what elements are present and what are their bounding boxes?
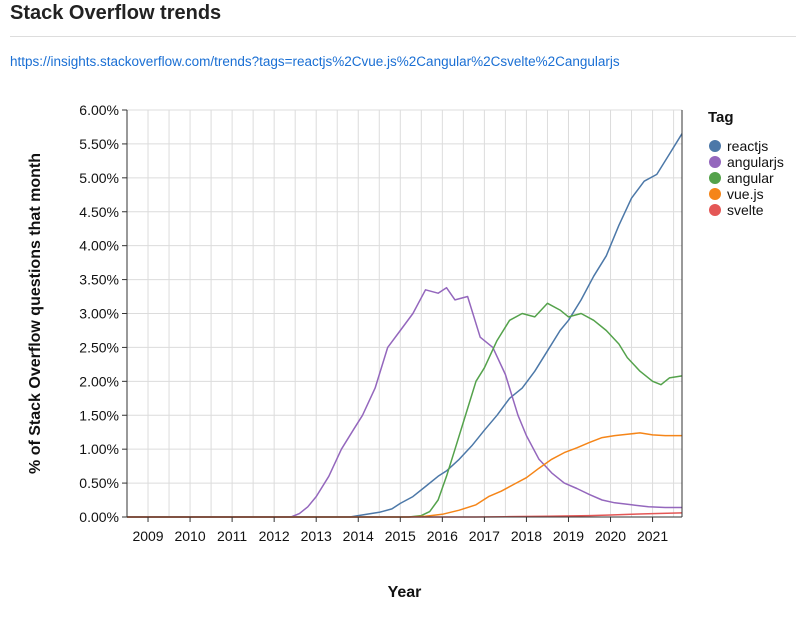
x-tick-label: 2020 <box>595 528 626 544</box>
y-tick-label: 5.50% <box>79 136 119 152</box>
x-tick-label: 2015 <box>385 528 416 544</box>
legend-swatch <box>709 156 721 168</box>
title-divider <box>10 36 796 37</box>
legend-label: angularjs <box>727 154 784 170</box>
legend-item-svelte: svelte <box>709 202 764 218</box>
y-axis-title: % of Stack Overflow questions that month <box>27 153 44 474</box>
x-axis-ticks: 2009 2010 2011 2012 2013 2014 2015 2016 2017 2018… <box>132 517 668 544</box>
grid-lines <box>126 109 682 518</box>
x-tick-label: 2018 <box>511 528 542 544</box>
y-tick-label: 3.00% <box>79 306 119 322</box>
x-axis-title: Year <box>388 584 422 601</box>
x-tick-label: 2012 <box>259 528 290 544</box>
legend-label: vue.js <box>727 186 764 202</box>
page-title: Stack Overflow trends <box>10 2 222 24</box>
legend-swatch <box>709 172 721 184</box>
x-tick-label: 2014 <box>343 528 374 544</box>
y-tick-label: 0.50% <box>79 475 119 491</box>
series-layer <box>127 133 683 518</box>
y-tick-label: 1.50% <box>79 407 119 423</box>
source-link[interactable]: https://insights.stackoverflow.com/trend… <box>10 54 620 69</box>
y-tick-label: 4.00% <box>79 238 119 254</box>
legend-swatch <box>709 204 721 216</box>
y-axis-ticks: 0.00% 0.50% 1.00% 1.50% 2.00% 2.50% 3.00% 3.50%… <box>79 102 127 525</box>
y-tick-label: 4.50% <box>79 204 119 220</box>
legend-item-vue-js: vue.js <box>709 186 764 202</box>
legend-title: Tag <box>708 109 734 126</box>
y-tick-label: 3.50% <box>79 272 119 288</box>
y-tick-label: 2.00% <box>79 373 119 389</box>
series-line-reactjs <box>127 133 683 518</box>
y-tick-label: 1.00% <box>79 441 119 457</box>
x-tick-label: 2016 <box>427 528 458 544</box>
x-tick-label: 2021 <box>637 528 668 544</box>
y-tick-label: 5.00% <box>79 170 119 186</box>
legend-label: reactjs <box>727 138 768 154</box>
x-tick-label: 2019 <box>553 528 584 544</box>
legend-swatch <box>709 140 721 152</box>
x-tick-label: 2011 <box>217 528 247 544</box>
legend-item-reactjs: reactjs <box>709 138 768 154</box>
x-tick-label: 2013 <box>301 528 332 544</box>
legend-label: angular <box>727 170 774 186</box>
legend-item-angular: angular <box>709 170 774 186</box>
y-tick-label: 2.50% <box>79 339 119 355</box>
legend-item-angularjs: angularjs <box>709 154 784 170</box>
x-tick-label: 2017 <box>469 528 500 544</box>
x-tick-label: 2009 <box>132 528 163 544</box>
y-tick-label: 6.00% <box>79 102 119 118</box>
series-line-vue-js <box>127 432 682 518</box>
legend-swatch <box>709 188 721 200</box>
legend-label: svelte <box>727 202 764 218</box>
series-line-angularjs <box>127 286 682 518</box>
series-line-svelte <box>127 512 683 518</box>
y-tick-label: 0.00% <box>79 509 119 525</box>
x-tick-label: 2010 <box>174 528 205 544</box>
series-line-angular <box>127 302 683 518</box>
